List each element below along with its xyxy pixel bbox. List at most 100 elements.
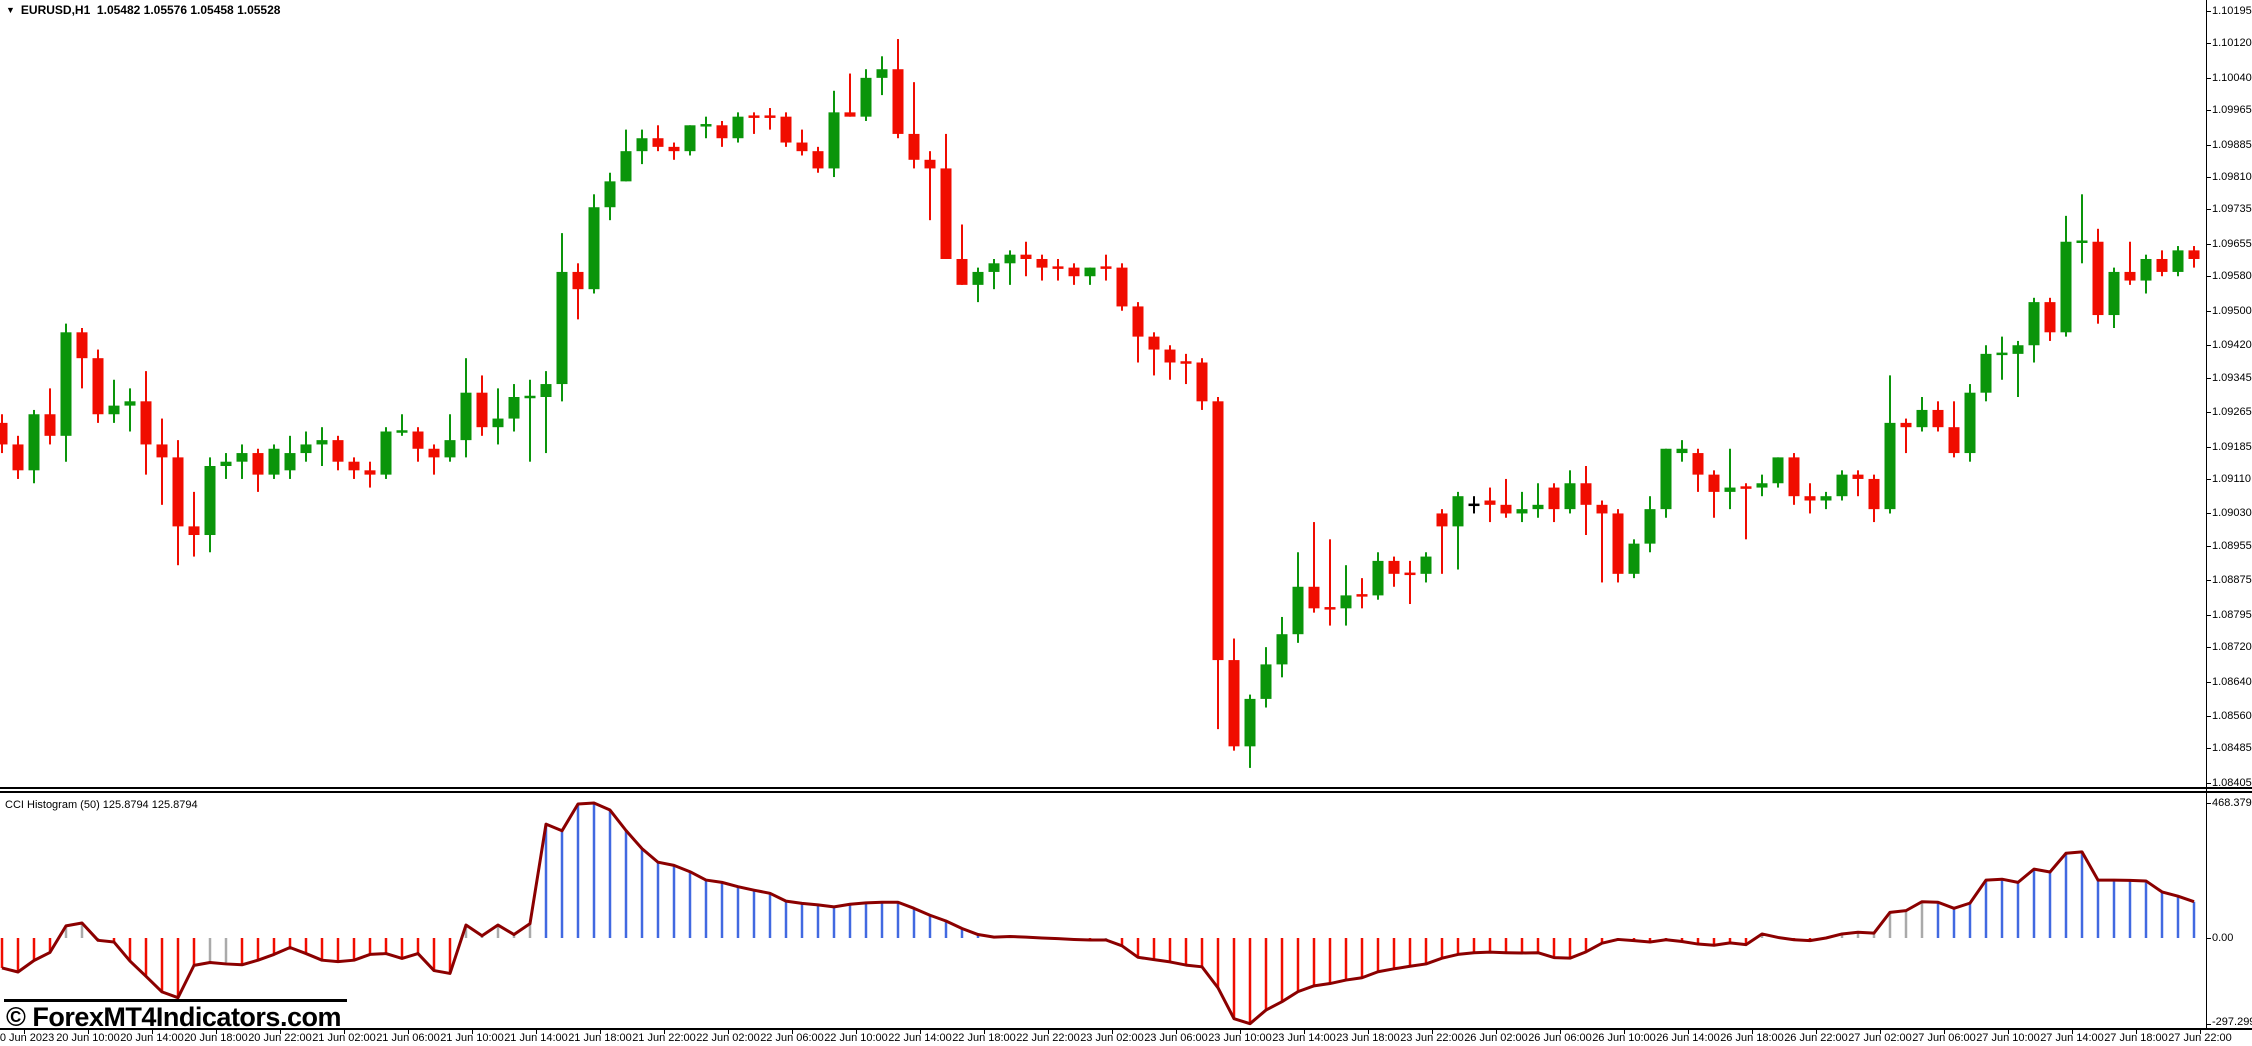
time-axis-tick bbox=[1240, 1028, 1241, 1034]
indicator-axis-label: 468.3792 bbox=[2212, 797, 2252, 810]
price-axis-label: 1.10040 bbox=[2212, 71, 2252, 84]
price-axis-tick bbox=[2206, 412, 2211, 414]
time-axis-label: 23 Jun 10:00 bbox=[1208, 1032, 1272, 1044]
price-axis-tick bbox=[2206, 716, 2211, 718]
time-axis-tick bbox=[2200, 1028, 2201, 1034]
time-axis-tick bbox=[152, 1028, 153, 1034]
panel-separator-line[interactable] bbox=[0, 787, 2252, 789]
time-axis-label: 23 Jun 06:00 bbox=[1144, 1032, 1208, 1044]
time-axis-label: 20 Jun 2023 bbox=[0, 1032, 55, 1044]
time-axis-label: 22 Jun 02:00 bbox=[696, 1032, 760, 1044]
price-axis-label: 1.09810 bbox=[2212, 171, 2252, 184]
price-axis-label: 1.09500 bbox=[2212, 304, 2252, 317]
time-axis-label: 26 Jun 22:00 bbox=[1784, 1032, 1848, 1044]
time-axis-label: 23 Jun 14:00 bbox=[1272, 1032, 1336, 1044]
indicator-name-label: CCI Histogram (50) 125.8794 125.8794 bbox=[5, 799, 198, 811]
price-axis-label: 1.08560 bbox=[2212, 710, 2252, 723]
price-axis-label: 1.10120 bbox=[2212, 37, 2252, 50]
price-axis-label: 1.10195 bbox=[2212, 5, 2252, 17]
time-axis-label: 21 Jun 06:00 bbox=[376, 1032, 440, 1044]
time-axis-tick bbox=[1304, 1028, 1305, 1034]
time-axis-label: 26 Jun 14:00 bbox=[1656, 1032, 1720, 1044]
price-axis-tick bbox=[2206, 580, 2211, 582]
indicator-axis-tick bbox=[2206, 938, 2211, 939]
price-axis-label: 1.08955 bbox=[2212, 539, 2252, 552]
price-axis-tick bbox=[2206, 748, 2211, 750]
time-axis-tick bbox=[2072, 1028, 2073, 1034]
time-axis-tick bbox=[1880, 1028, 1881, 1034]
time-axis-tick bbox=[1368, 1028, 1369, 1034]
price-axis-label: 1.09655 bbox=[2212, 237, 2252, 250]
price-axis-label: 1.09265 bbox=[2212, 406, 2252, 419]
price-axis-tick bbox=[2206, 783, 2211, 784]
time-axis-label: 23 Jun 02:00 bbox=[1080, 1032, 1144, 1044]
time-axis-label: 20 Jun 22:00 bbox=[248, 1032, 312, 1044]
time-axis-label: 23 Jun 22:00 bbox=[1400, 1032, 1464, 1044]
time-axis-tick bbox=[1496, 1028, 1497, 1034]
price-axis-label: 1.08720 bbox=[2212, 641, 2252, 654]
chevron-down-icon[interactable]: ▼ bbox=[6, 5, 15, 15]
time-axis-tick bbox=[1752, 1028, 1753, 1034]
time-axis-label: 26 Jun 02:00 bbox=[1464, 1032, 1528, 1044]
price-axis-tick bbox=[2206, 478, 2211, 480]
price-chart-panel[interactable] bbox=[0, 0, 2252, 787]
price-axis-label: 1.09885 bbox=[2212, 138, 2252, 151]
time-axis-label: 27 Jun 22:00 bbox=[2168, 1032, 2232, 1044]
time-axis-label: 20 Jun 14:00 bbox=[120, 1032, 184, 1044]
time-axis-tick bbox=[1048, 1028, 1049, 1034]
time-axis-label: 27 Jun 02:00 bbox=[1848, 1032, 1912, 1044]
price-axis-tick bbox=[2206, 614, 2211, 616]
watermark: © ForexMT4Indicators.com bbox=[4, 999, 347, 1033]
time-axis-tick bbox=[1816, 1028, 1817, 1034]
time-axis-tick bbox=[472, 1028, 473, 1034]
time-axis-tick bbox=[1624, 1028, 1625, 1034]
time-axis-label: 21 Jun 18:00 bbox=[568, 1032, 632, 1044]
time-axis-label: 21 Jun 22:00 bbox=[632, 1032, 696, 1044]
time-axis-tick bbox=[1944, 1028, 1945, 1034]
cci-histogram-chart bbox=[0, 801, 2196, 1026]
price-axis-label: 1.08640 bbox=[2212, 675, 2252, 688]
price-axis-tick bbox=[2206, 276, 2211, 278]
price-axis-label: 1.09420 bbox=[2212, 339, 2252, 352]
price-axis-label: 1.08875 bbox=[2212, 574, 2252, 587]
time-axis-tick bbox=[280, 1028, 281, 1034]
time-axis-label: 22 Jun 22:00 bbox=[1016, 1032, 1080, 1044]
time-axis-tick bbox=[408, 1028, 409, 1034]
price-axis-label: 1.09185 bbox=[2212, 440, 2252, 453]
indicator-axis-tick bbox=[2206, 1023, 2211, 1025]
price-axis-tick bbox=[2206, 681, 2211, 683]
time-axis-label: 21 Jun 02:00 bbox=[312, 1032, 376, 1044]
time-axis-label: 22 Jun 18:00 bbox=[952, 1032, 1016, 1044]
time-axis-label: 22 Jun 06:00 bbox=[760, 1032, 824, 1044]
time-axis-tick bbox=[664, 1028, 665, 1034]
time-axis-tick bbox=[344, 1028, 345, 1034]
time-axis-label: 27 Jun 10:00 bbox=[1976, 1032, 2040, 1044]
time-axis-tick bbox=[792, 1028, 793, 1034]
time-axis-label: 20 Jun 10:00 bbox=[56, 1032, 120, 1044]
price-axis-label: 1.09030 bbox=[2212, 507, 2252, 520]
panel-separator-line-2 bbox=[0, 791, 2252, 793]
price-axis-label: 1.09735 bbox=[2212, 203, 2252, 216]
time-axis-label: 27 Jun 18:00 bbox=[2104, 1032, 2168, 1044]
time-axis-label: 26 Jun 06:00 bbox=[1528, 1032, 1592, 1044]
price-axis-tick bbox=[2206, 513, 2211, 515]
price-axis-tick bbox=[2206, 446, 2211, 448]
time-axis-tick bbox=[536, 1028, 537, 1034]
price-axis-tick bbox=[2206, 345, 2211, 347]
indicator-axis-tick bbox=[2206, 803, 2211, 805]
price-axis-tick bbox=[2206, 144, 2211, 146]
time-axis-tick bbox=[728, 1028, 729, 1034]
price-axis-tick bbox=[2206, 647, 2211, 649]
price-axis-tick bbox=[2206, 110, 2211, 112]
price-axis-label: 1.08795 bbox=[2212, 608, 2252, 621]
time-axis-label: 27 Jun 06:00 bbox=[1912, 1032, 1976, 1044]
price-axis-tick bbox=[2206, 209, 2211, 211]
time-axis-label: 21 Jun 10:00 bbox=[440, 1032, 504, 1044]
cci-indicator-panel[interactable] bbox=[0, 795, 2252, 1028]
time-axis-line bbox=[0, 1028, 2252, 1030]
time-axis-label: 20 Jun 18:00 bbox=[184, 1032, 248, 1044]
time-axis-label: 26 Jun 18:00 bbox=[1720, 1032, 1784, 1044]
price-axis-tick bbox=[2206, 11, 2211, 12]
time-axis-label: 22 Jun 10:00 bbox=[824, 1032, 888, 1044]
